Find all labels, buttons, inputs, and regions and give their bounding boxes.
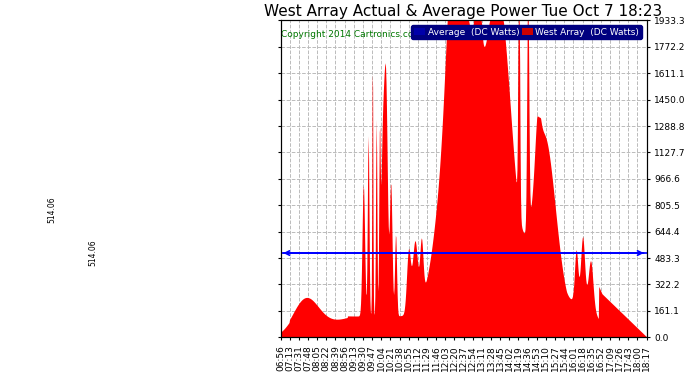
Text: 514.06: 514.06 xyxy=(88,240,97,266)
Text: Copyright 2014 Cartronics.com: Copyright 2014 Cartronics.com xyxy=(282,30,422,39)
Title: West Array Actual & Average Power Tue Oct 7 18:23: West Array Actual & Average Power Tue Oc… xyxy=(264,4,662,19)
Text: 514.06: 514.06 xyxy=(47,196,57,223)
Legend: Average  (DC Watts), West Array  (DC Watts): Average (DC Watts), West Array (DC Watts… xyxy=(411,25,642,39)
